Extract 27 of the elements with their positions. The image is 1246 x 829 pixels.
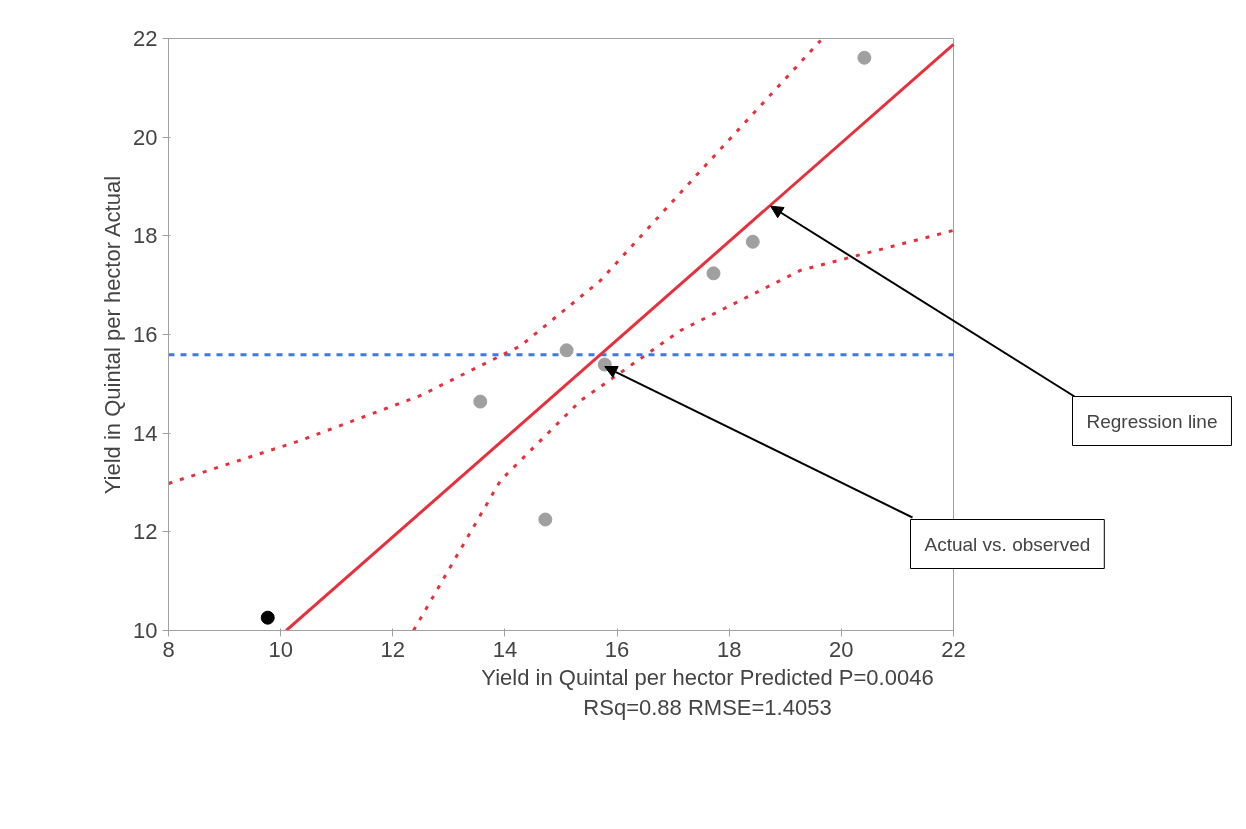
y-tick-label: 18 bbox=[133, 223, 158, 249]
point bbox=[559, 343, 574, 358]
annotation: Actual vs. observed bbox=[924, 533, 1091, 555]
x-tick-label: 14 bbox=[492, 636, 518, 662]
x-tick-label: 22 bbox=[941, 636, 966, 662]
x-tick-label: 20 bbox=[829, 636, 854, 662]
x-tick-label: 18 bbox=[716, 636, 742, 662]
x-axis-title: Yield in Quintal per hector Predicted P=0.0046 RSq=0.88 RMSE=1.4053 bbox=[481, 664, 934, 720]
x-tick-label: 10 bbox=[268, 636, 293, 662]
x-tick-label: 8 bbox=[162, 636, 175, 662]
y-tick-label: 22 bbox=[133, 26, 158, 51]
point bbox=[745, 234, 760, 249]
y-tick-label: 10 bbox=[133, 618, 158, 643]
point bbox=[857, 50, 872, 65]
point bbox=[706, 266, 721, 281]
y-tick-label: 20 bbox=[133, 124, 158, 150]
y-axis-title: Yield in Quintal per hector Actual bbox=[100, 175, 126, 495]
y-tick-label: 16 bbox=[133, 322, 158, 347]
line-series bbox=[168, 38, 823, 485]
point bbox=[260, 610, 275, 625]
point bbox=[473, 394, 488, 409]
y-tick-label: 14 bbox=[133, 420, 158, 446]
x-tick-label: 16 bbox=[604, 636, 630, 662]
annotation: Regression line bbox=[1086, 410, 1218, 432]
point bbox=[538, 512, 553, 527]
y-tick-label: 12 bbox=[133, 519, 158, 545]
x-tick-label: 12 bbox=[380, 636, 406, 662]
